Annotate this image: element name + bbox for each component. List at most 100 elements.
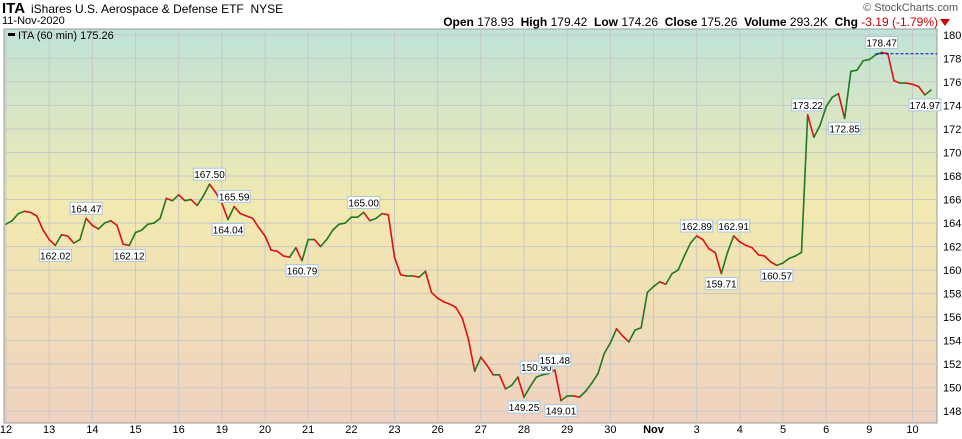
price-annotation: 165.59 — [217, 190, 251, 204]
price-segment — [23, 210, 32, 214]
price-segment — [831, 92, 840, 99]
price-segment — [714, 251, 723, 275]
price-segment — [387, 214, 396, 258]
price-segment — [634, 326, 642, 331]
price-segment — [245, 215, 254, 220]
annotation-label: 150.90 — [521, 363, 552, 374]
y-tick-label: 150 — [943, 383, 961, 395]
price-segment — [153, 217, 161, 224]
price-segment — [91, 224, 100, 230]
y-tick-label: 172 — [943, 124, 961, 136]
price-annotation: 162.12 — [112, 248, 146, 262]
price-annotation: 160.79 — [285, 264, 319, 278]
price-segment — [893, 79, 901, 84]
price-segment — [646, 285, 655, 294]
x-tick-label: 4 — [737, 424, 743, 436]
price-segment — [418, 270, 427, 278]
price-segment — [720, 251, 729, 275]
annotation-label: 162.02 — [40, 251, 71, 262]
price-segment — [782, 257, 790, 264]
y-tick-label: 152 — [943, 359, 961, 371]
price-segment — [523, 385, 531, 398]
low-value: 174.26 — [621, 15, 659, 29]
y-tick-label: 168 — [943, 171, 961, 183]
price-segment — [591, 372, 599, 384]
volume-value: 293.2K — [789, 15, 828, 29]
y-tick-label: 166 — [943, 195, 961, 207]
price-segment — [763, 255, 772, 263]
price-segment — [301, 238, 309, 262]
x-axis: 12 13 14 15 16 19 20 21 22 23 26 27 28 29 30 Nov 3 4 5 6 9 10 — [0, 424, 919, 436]
price-segment — [498, 373, 507, 390]
price-annotation: 174.97 — [908, 98, 942, 112]
price-segment — [60, 234, 69, 237]
high-value: 179.42 — [550, 15, 588, 29]
x-tick-label: 16 — [173, 424, 185, 436]
annotation-box — [112, 248, 146, 262]
x-tick-label: Nov — [643, 424, 665, 436]
price-segment — [54, 234, 63, 247]
price-segment — [85, 217, 94, 227]
legend: ITA (60 min) 175.26 — [8, 30, 114, 42]
annotation-label: 162.12 — [114, 251, 145, 262]
price-segment — [819, 105, 827, 127]
price-segment — [480, 356, 488, 367]
security-name-text: iShares U.S. Aerospace & Defense ETF — [31, 2, 244, 16]
price-segment — [399, 274, 408, 277]
annotation-label: 165.00 — [348, 198, 379, 209]
x-tick-label: 19 — [216, 424, 228, 436]
legend-text: ITA (60 min) 175.26 — [18, 30, 114, 42]
price-segment — [412, 275, 420, 278]
price-segment — [375, 212, 383, 220]
price-segment — [48, 238, 57, 247]
price-segment — [5, 219, 13, 226]
price-segment — [208, 183, 217, 194]
annotation-label: 159.71 — [706, 280, 737, 291]
price-segment — [652, 281, 661, 288]
annotation-box — [538, 353, 572, 367]
price-segment — [110, 219, 118, 227]
price-segment — [29, 211, 38, 217]
annotation-label: 162.89 — [681, 222, 712, 233]
price-segment — [640, 291, 649, 329]
y-axis: 148 150 152 154 156 158 160 162 164 166 168 170 172 1… — [943, 30, 961, 418]
price-segment — [455, 306, 464, 320]
price-segment — [42, 229, 50, 241]
y-tick-label: 154 — [943, 336, 961, 348]
ohlc-readout: Open 178.93 High 179.42 Low 174.26 Close… — [443, 15, 938, 29]
price-segment — [79, 217, 87, 241]
price-segment — [424, 270, 433, 294]
annotation-label: 164.47 — [71, 204, 102, 215]
price-segment — [529, 376, 538, 388]
price-segment — [850, 69, 858, 73]
price-segment — [905, 82, 914, 86]
price-segment — [862, 58, 871, 62]
price-segment — [190, 198, 198, 207]
price-segment — [517, 376, 525, 398]
price-segment — [319, 238, 328, 248]
y-tick-label: 158 — [943, 289, 961, 301]
price-annotation: 164.04 — [211, 223, 245, 237]
price-segment — [572, 395, 581, 398]
price-annotation: 149.25 — [507, 400, 541, 414]
x-tick-label: 20 — [259, 424, 271, 436]
x-tick-label: 13 — [43, 424, 55, 436]
annotation-box — [69, 201, 103, 215]
price-segment — [233, 205, 242, 215]
price-segment — [584, 382, 593, 393]
annotations: 162.02 164.47 162.12 167.50 165.59 164.04 160.… — [38, 36, 942, 418]
price-annotation: 172.85 — [828, 121, 862, 135]
annotation-box — [507, 400, 541, 414]
price-segment — [202, 183, 211, 197]
y-tick-label: 162 — [943, 242, 961, 254]
x-tick-label: 9 — [866, 424, 872, 436]
x-tick-label: 5 — [780, 424, 786, 436]
x-tick-label: 26 — [432, 424, 444, 436]
price-segment — [66, 235, 75, 244]
price-segment — [887, 52, 895, 82]
price-segment — [665, 272, 673, 286]
price-segment — [443, 301, 451, 306]
price-segment — [73, 238, 81, 244]
annotation-box — [285, 264, 319, 278]
price-segment — [362, 211, 371, 222]
